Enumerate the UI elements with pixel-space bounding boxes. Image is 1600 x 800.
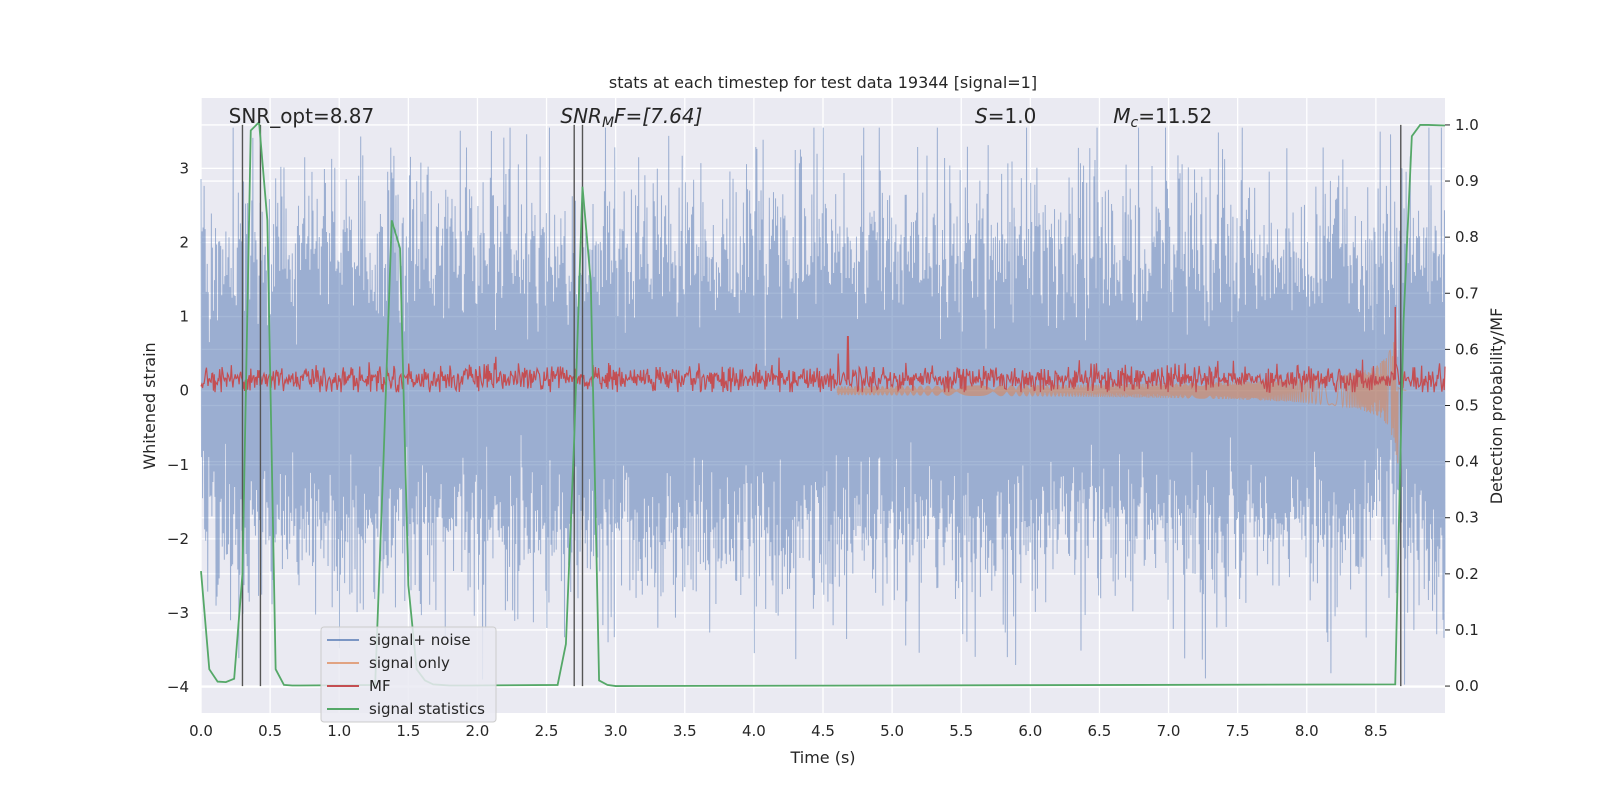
y2-tick-label: 0.9 [1455,172,1479,190]
x-tick-label: 8.0 [1295,722,1319,740]
y-axis-label: Whitened strain [140,342,159,469]
signal-plus-noise-line [200,127,1446,685]
annotation-0: SNR_opt=8.87 [229,104,375,128]
legend-box [320,626,497,723]
axes-ticks: 0.0 0.5 1.0 1.5 2.0 2.5 3.0 3.5 4.0 4.5 5.0 5.5 6.0 6… [167,116,1479,740]
y2-tick-label: 0.6 [1455,340,1479,358]
chart-title: stats at each timestep for test data 193… [609,73,1037,92]
legend-label-signal-statistics: signal statistics [369,700,485,718]
y2-tick-label: 0.2 [1455,565,1479,583]
x-tick-label: 1.5 [396,722,420,740]
x-tick-label: 3.0 [604,722,628,740]
x-tick-label: 0.5 [258,722,282,740]
y-tick-label: 0 [179,382,189,400]
annotation-3: Mc=11.52 [1113,104,1212,131]
signal-only-line [836,334,1407,464]
x-tick-label: 2.5 [535,722,559,740]
annotation-1: SNRMF=[7.64] [560,104,702,131]
y2-axis-label: Detection probability/MF [1487,308,1506,505]
y-tick-label: 1 [179,308,189,326]
signal-only-series [836,334,1407,464]
y2-tick-label: 0.0 [1455,677,1479,695]
y2-tick-label: 1.0 [1455,116,1479,134]
x-tick-label: 6.0 [1018,722,1042,740]
y2-tick-label: 0.5 [1455,397,1479,415]
legend: signal+ noise signal only MF signal stat… [320,626,497,723]
x-tick-label: 7.5 [1226,722,1250,740]
annotations: SNR_opt=8.87 SNRMF=[7.64] S=1.0 Mc=11.52 [229,104,1213,131]
y-tick-label: 2 [179,233,189,251]
x-tick-label: 8.5 [1364,722,1388,740]
x-axis-label: Time (s) [789,748,855,767]
x-tick-label: 7.0 [1157,722,1181,740]
y-tick-label: −1 [167,456,189,474]
mf-line [200,306,1446,393]
annotation-2: S=1.0 [975,104,1036,128]
legend-label-signal-noise: signal+ noise [369,631,471,649]
legend-label-signal-only: signal only [369,654,450,672]
x-tick-label: 5.0 [880,722,904,740]
y2-tick-label: 0.7 [1455,284,1479,302]
y2-tick-label: 0.3 [1455,509,1479,527]
y-tick-label: 3 [179,159,189,177]
legend-label-mf: MF [369,677,391,695]
x-tick-label: 4.5 [811,722,835,740]
x-tick-label: 6.5 [1088,722,1112,740]
signal-plus-noise-series [200,127,1446,685]
y-tick-label: −3 [167,604,189,622]
y2-tick-label: 0.8 [1455,228,1479,246]
x-tick-label: 4.0 [742,722,766,740]
mf-series [200,306,1446,393]
x-tick-label: 2.0 [466,722,490,740]
x-tick-label: 0.0 [189,722,213,740]
y-tick-label: −2 [167,530,189,548]
x-tick-label: 1.0 [327,722,351,740]
y2-tick-label: 0.4 [1455,453,1479,471]
y-tick-label: −4 [167,678,189,696]
x-tick-label: 5.5 [949,722,973,740]
x-tick-label: 3.5 [673,722,697,740]
y2-tick-label: 0.1 [1455,621,1479,639]
